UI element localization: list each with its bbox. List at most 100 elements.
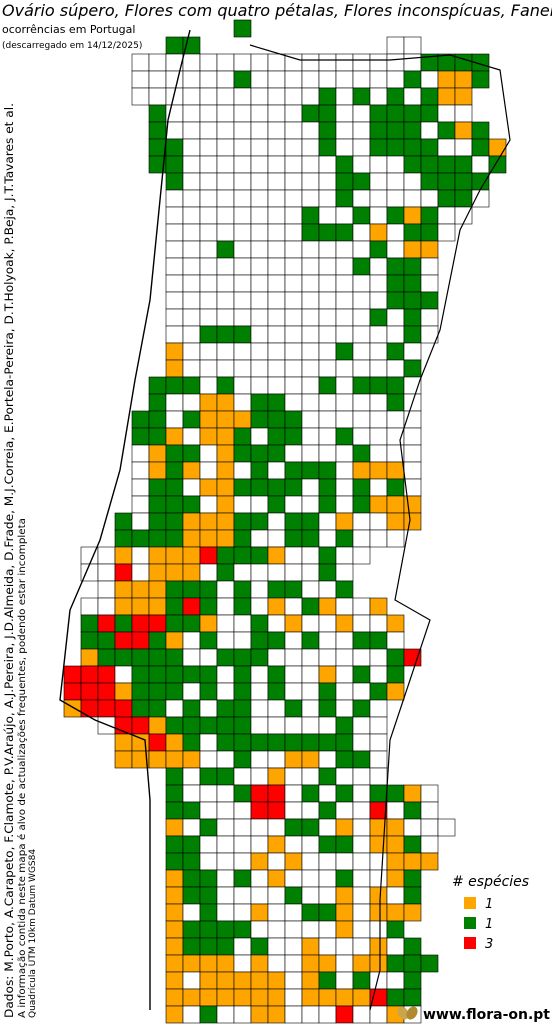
grid-cell [182,886,201,905]
grid-cell [250,461,269,480]
grid-cell [284,580,303,599]
grid-cell [216,410,235,429]
grid-cell [216,852,235,871]
grid-cell [182,988,201,1007]
grid-cell [199,631,218,650]
grid-cell [352,342,371,361]
grid-cell [80,648,99,667]
grid-cell [233,121,252,140]
grid-cell [335,631,354,650]
grid-cell [165,257,184,276]
grid-cell [267,954,286,973]
grid-cell [267,138,286,157]
grid-cell [216,580,235,599]
grid-cell [318,580,337,599]
grid-cell [131,495,150,514]
grid-cell [199,529,218,548]
grid-cell [97,597,116,616]
grid-cell [216,597,235,616]
grid-cell [301,461,320,480]
grid-cell [301,733,320,752]
grid-cell [97,665,116,684]
grid-cell [335,699,354,718]
grid-cell [352,223,371,242]
grid-cell [114,648,133,667]
grid-cell [335,903,354,922]
grid-cell [352,478,371,497]
grid-cell [250,750,269,769]
grid-cell [199,835,218,854]
grid-cell [318,410,337,429]
grid-cell [165,393,184,412]
grid-cell [182,325,201,344]
grid-cell [386,53,405,72]
grid-cell [233,733,252,752]
grid-cell [284,529,303,548]
grid-cell [284,478,303,497]
grid-cell [386,903,405,922]
grid-cell [352,529,371,548]
data-credits: Dados: M.Porto, A.Carapeto, F.Clamote, P… [2,103,16,1018]
grid-cell [182,546,201,565]
grid-cell [335,733,354,752]
grid-cell [250,580,269,599]
grid-cell [199,189,218,208]
grid-cell [420,954,439,973]
grid-cell [216,512,235,531]
grid-cell [420,87,439,106]
grid-cell [250,903,269,922]
grid-cell [386,308,405,327]
grid-cell [284,410,303,429]
site-url: www.flora-on.pt [423,1007,550,1023]
grid-cell [267,903,286,922]
grid-cell [182,699,201,718]
grid-cell [216,784,235,803]
grid-cell [403,427,422,446]
grid-cell [335,835,354,854]
grid-cell [165,138,184,157]
grid-cell [63,665,82,684]
grid-cell [267,869,286,888]
grid-cell [301,886,320,905]
grid-cell [352,614,371,633]
grid-cell [284,920,303,939]
grid-cell [403,835,422,854]
grid-cell [148,512,167,531]
grid-cell [165,36,184,55]
grid-cell [437,189,456,208]
grid-cell [114,597,133,616]
grid-cell [182,631,201,650]
grid-cell [335,614,354,633]
grid-cell [437,223,456,242]
grid-cell [454,87,473,106]
grid-cell [284,988,303,1007]
grid-cell [437,70,456,89]
grid-cell [318,87,337,106]
grid-cell [182,512,201,531]
grid-cell [352,410,371,429]
grid-cell [352,393,371,412]
grid-cell [233,529,252,548]
grid-cell [250,767,269,786]
grid-cell [131,580,150,599]
grid-cell [165,869,184,888]
grid-cell [267,53,286,72]
grid-cell [199,852,218,871]
grid-cell [131,529,150,548]
grid-cell [454,189,473,208]
grid-cell [165,410,184,429]
grid-cell [318,597,337,616]
grid-cell [284,546,303,565]
grid-cell [386,937,405,956]
grid-cell [165,665,184,684]
grid-cell [403,937,422,956]
grid-cell [182,818,201,837]
grid-cell [318,1005,337,1024]
grid-cell [318,138,337,157]
grid-cell [301,835,320,854]
grid-cell [386,631,405,650]
grid-cell [403,155,422,174]
grid-cell [369,648,388,667]
grid-cell [216,478,235,497]
grid-cell [182,410,201,429]
